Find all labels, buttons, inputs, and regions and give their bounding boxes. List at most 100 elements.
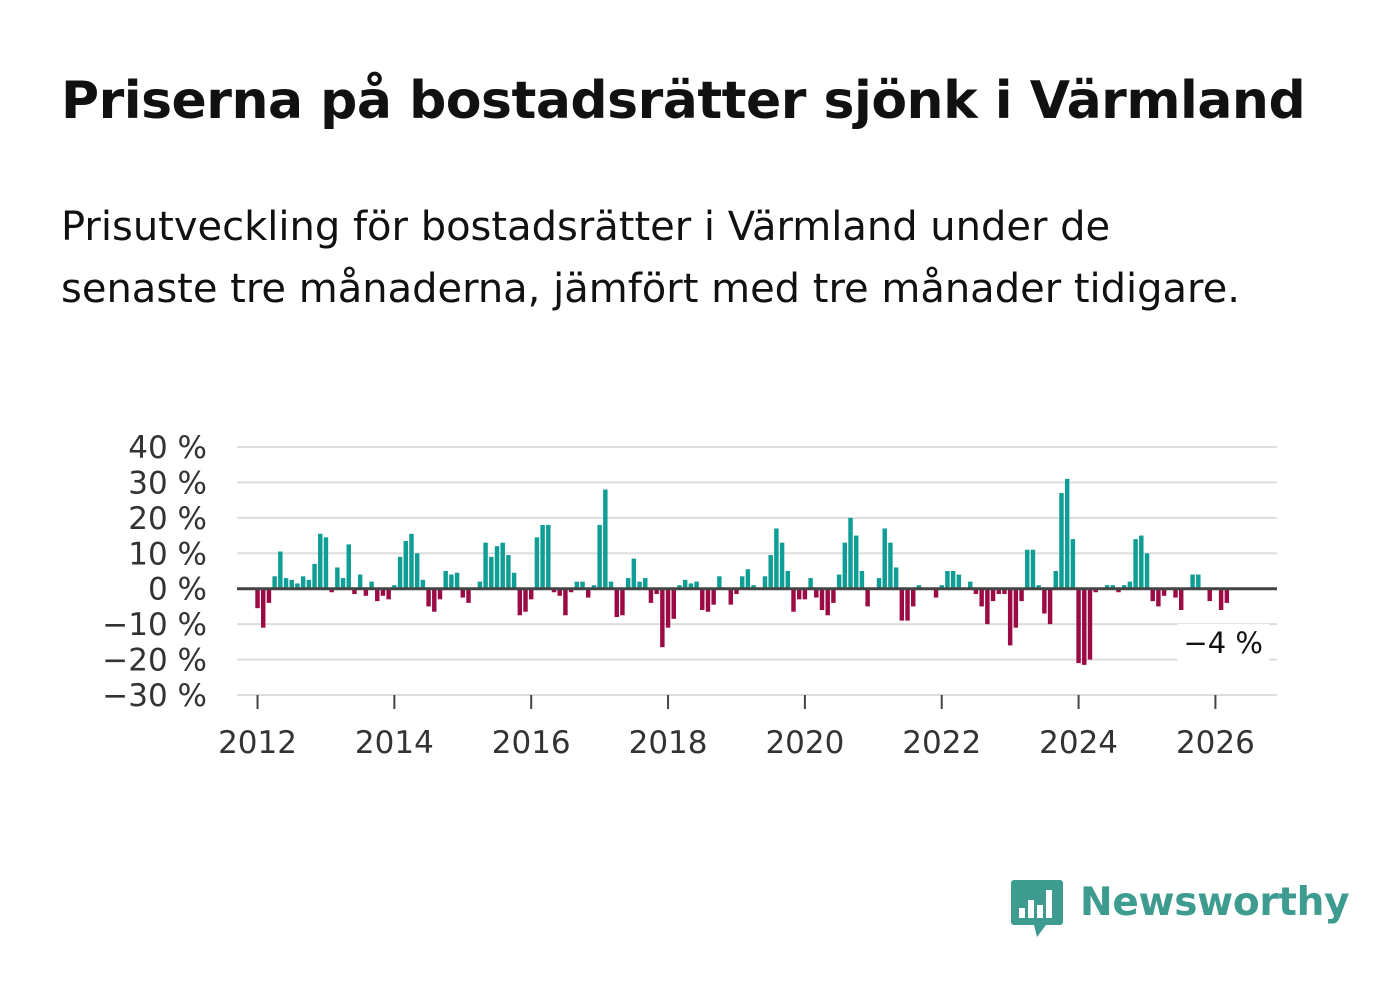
bar xyxy=(523,588,528,612)
axes xyxy=(237,587,1277,709)
bar xyxy=(985,588,990,625)
x-tick-label: 2022 xyxy=(902,725,981,761)
x-tick-label: 2024 xyxy=(1039,725,1118,761)
bar xyxy=(1042,588,1047,614)
y-tick-label: −20 % xyxy=(102,643,207,679)
bar xyxy=(528,588,534,600)
bar xyxy=(1064,478,1070,589)
bar xyxy=(1076,588,1081,664)
bar xyxy=(796,588,802,600)
bar xyxy=(717,576,722,589)
bar xyxy=(574,581,580,589)
bar xyxy=(563,588,568,616)
bar xyxy=(665,588,671,628)
bars xyxy=(255,478,1230,665)
bar xyxy=(1178,588,1184,610)
bar xyxy=(1047,588,1053,625)
bar xyxy=(859,571,865,589)
bar xyxy=(494,546,500,589)
bar xyxy=(443,571,448,589)
brand-logo: Newsworthy xyxy=(1010,878,1350,940)
bar xyxy=(853,535,859,589)
bar xyxy=(728,588,733,605)
bar xyxy=(454,572,460,589)
bar xyxy=(939,585,944,589)
bar xyxy=(283,578,289,589)
bar xyxy=(1156,588,1161,607)
bar xyxy=(956,574,962,589)
bar xyxy=(1190,574,1195,589)
bar xyxy=(996,588,1001,595)
y-tick-label: −10 % xyxy=(102,607,207,643)
bar xyxy=(899,588,905,621)
bar xyxy=(791,588,796,612)
bar xyxy=(300,576,306,589)
bar xyxy=(802,588,808,600)
bar xyxy=(1207,588,1212,602)
bar xyxy=(785,571,791,589)
bar xyxy=(1133,539,1138,589)
bar xyxy=(1104,585,1110,589)
bar xyxy=(745,569,751,589)
bar xyxy=(819,588,825,610)
bar xyxy=(517,588,523,616)
bar xyxy=(551,588,557,593)
bar xyxy=(1019,588,1024,602)
bar xyxy=(654,588,659,595)
bar xyxy=(414,553,420,589)
bar xyxy=(700,588,705,610)
bar xyxy=(346,544,351,589)
bar xyxy=(466,588,471,603)
bar xyxy=(580,581,585,589)
bar xyxy=(426,588,431,607)
bar xyxy=(694,581,699,589)
bar xyxy=(1127,581,1133,589)
bar xyxy=(603,489,608,589)
bar xyxy=(289,579,294,589)
chart-title: Priserna på bostadsrätter sjönk i Värmla… xyxy=(61,71,1306,131)
bar xyxy=(1082,588,1087,665)
y-tick-label: 20 % xyxy=(128,501,207,537)
y-tick-label: 40 % xyxy=(128,430,207,466)
bar xyxy=(352,588,357,595)
bar xyxy=(825,588,830,616)
bar xyxy=(688,583,694,589)
bar xyxy=(751,585,756,589)
bar xyxy=(734,588,739,595)
bar xyxy=(711,588,716,605)
annotations: −4 % xyxy=(1177,623,1269,662)
bar xyxy=(933,588,939,598)
bar xyxy=(477,581,483,589)
y-tick-label: 30 % xyxy=(128,465,207,501)
bar xyxy=(392,585,397,589)
bar xyxy=(643,578,648,589)
bar xyxy=(842,542,848,589)
bar xyxy=(375,588,380,602)
bar xyxy=(705,588,711,612)
bar xyxy=(557,588,562,596)
bar xyxy=(677,585,682,589)
bar xyxy=(614,588,619,618)
bar xyxy=(911,588,916,607)
bar xyxy=(329,588,334,593)
x-tick-label: 2018 xyxy=(629,725,708,761)
bar xyxy=(916,585,922,589)
bar xyxy=(295,583,300,589)
bar xyxy=(483,542,488,589)
bar xyxy=(278,551,283,589)
bar xyxy=(380,588,386,596)
bar xyxy=(660,588,665,648)
bar xyxy=(608,581,614,589)
bar xyxy=(500,542,505,589)
bar xyxy=(1007,588,1013,646)
bar xyxy=(1025,549,1030,589)
bar xyxy=(409,533,414,589)
bar xyxy=(888,542,893,589)
bar xyxy=(631,558,637,589)
bar xyxy=(808,578,813,589)
bar xyxy=(363,588,369,596)
brand-name: Newsworthy xyxy=(1080,880,1350,925)
bar xyxy=(534,537,540,589)
bar xyxy=(945,571,950,589)
bar xyxy=(272,576,277,589)
